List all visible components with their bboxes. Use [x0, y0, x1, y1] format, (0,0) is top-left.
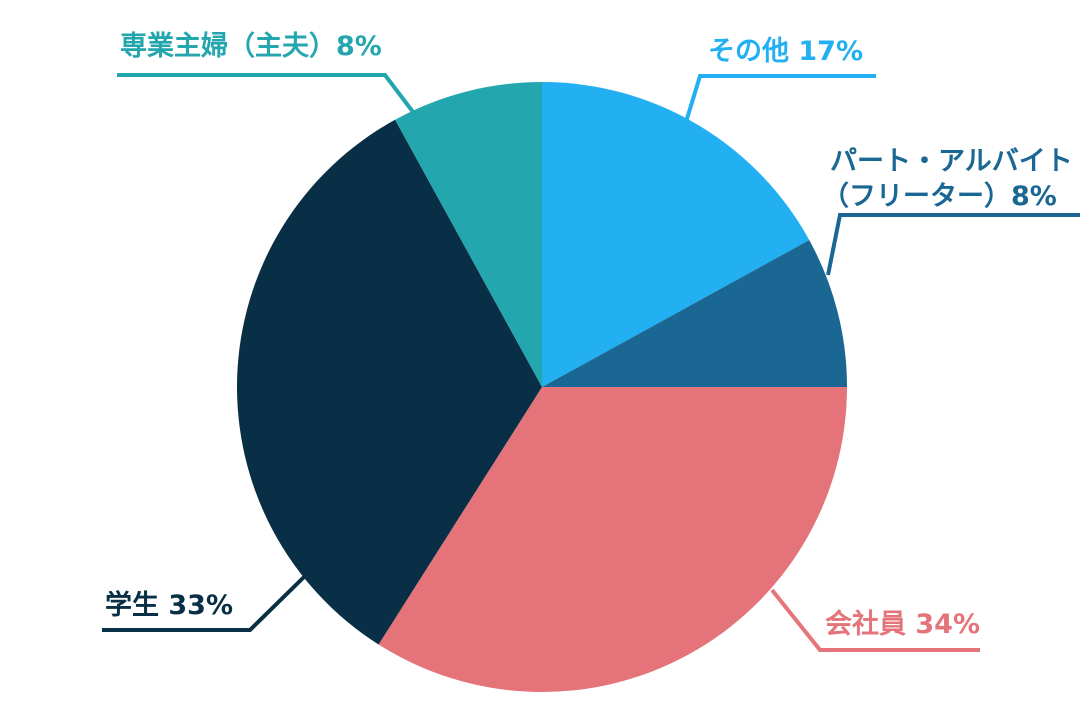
label-student: 学生 33%	[105, 589, 233, 621]
pie-slice-2	[378, 387, 847, 693]
pie-slices	[237, 82, 847, 693]
leader-line-homemaker	[117, 73, 415, 114]
leader-line-student	[102, 574, 307, 632]
label-other: その他 17%	[708, 36, 863, 67]
leader-lines	[102, 73, 1080, 652]
label-part-time-line2: （フリーター）8%	[822, 181, 1057, 212]
leader-line-employee	[770, 588, 980, 652]
pie-slice-0	[542, 82, 810, 387]
leader-line-other	[684, 74, 876, 123]
leader-line-part-time	[826, 213, 1080, 276]
pie-slice-4	[395, 82, 542, 387]
label-homemaker: 専業主婦（主夫）8%	[120, 31, 382, 62]
pie-slice-3	[237, 119, 542, 645]
label-employee: 会社員 34%	[825, 608, 980, 640]
label-part-time-line1: パート・アルバイト	[830, 146, 1073, 177]
pie-slice-1	[542, 240, 847, 387]
